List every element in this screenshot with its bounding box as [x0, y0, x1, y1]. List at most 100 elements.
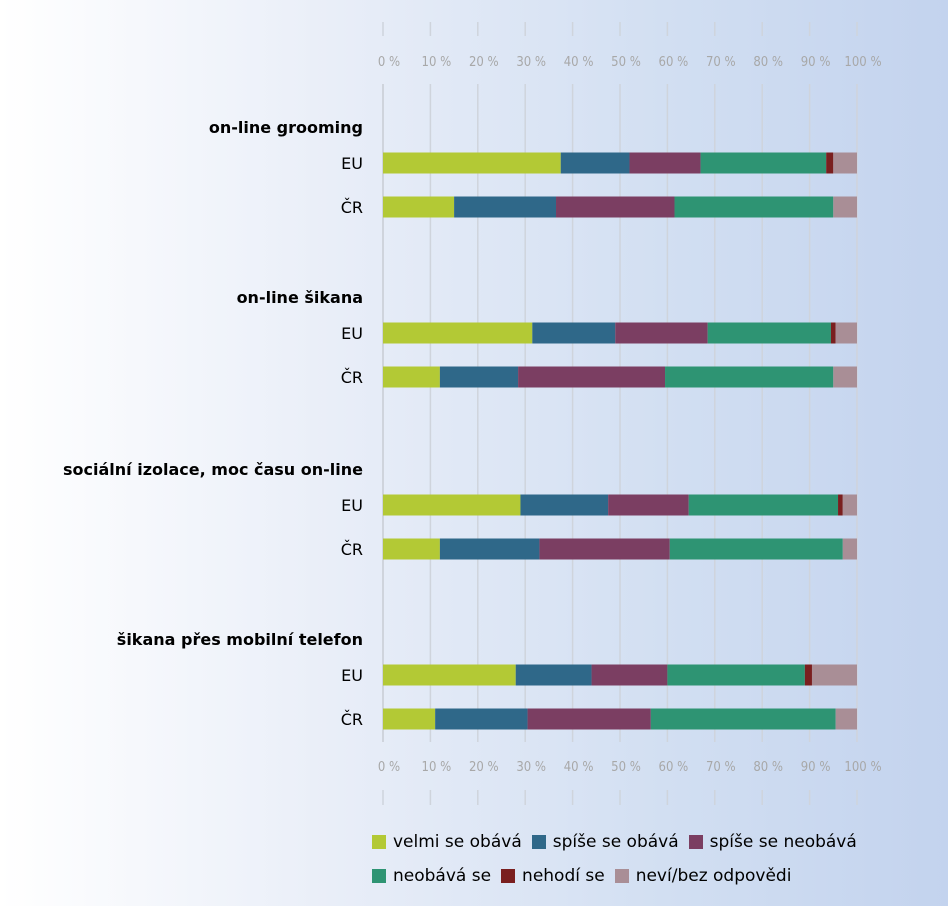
x-tick-label: 90 % — [801, 760, 831, 775]
bar-segment — [539, 538, 670, 560]
bar-segment — [520, 494, 609, 516]
bar-segment — [560, 152, 630, 174]
bar-segment — [700, 152, 827, 174]
legend-item: spíše se neobává — [688, 826, 857, 858]
legend-swatch — [372, 835, 386, 849]
legend-swatch — [614, 869, 629, 883]
row-label: EU — [341, 666, 363, 685]
bar-segment — [707, 322, 831, 344]
bar-segment — [435, 708, 528, 730]
legend-swatch — [501, 869, 516, 883]
bar-segment — [688, 494, 839, 516]
x-tick-label: 20 % — [469, 760, 499, 775]
row-label: ČR — [341, 540, 363, 559]
legend-item: neví/bez odpovědi — [614, 860, 792, 892]
x-tick-label: 10 % — [422, 760, 452, 775]
x-tick-label: 40 % — [564, 760, 594, 775]
legend-swatch — [372, 869, 386, 883]
bar-segment — [842, 538, 857, 560]
bar-segment — [629, 152, 701, 174]
row-label: ČR — [341, 710, 363, 729]
bar-segment — [383, 366, 440, 388]
bar-segment — [515, 664, 592, 686]
group-label: on-line šikana — [237, 288, 363, 307]
x-tick-label: 30 % — [516, 55, 546, 70]
bar-segment — [383, 664, 516, 686]
x-tick-label: 70 % — [706, 55, 736, 70]
bar-segment — [527, 708, 651, 730]
bar-segment — [669, 538, 843, 560]
x-tick-label: 10 % — [422, 55, 452, 70]
bar-segment — [833, 366, 857, 388]
legend-item: nehodí se — [501, 860, 605, 892]
stacked-bar-chart: 0 % 10 % 20 % 30 % 40 % 50 % 60 % 70 % 80 % 90 % 1… — [63, 22, 882, 805]
legend: velmi se obává spíše se obává spíše se neo… — [372, 826, 948, 894]
legend-label: velmi se obává — [393, 832, 522, 852]
x-tick-label: 80 % — [753, 55, 783, 70]
bar-segment — [518, 366, 666, 388]
x-tick-label: 80 % — [753, 760, 783, 775]
group-label: šikana přes mobilní telefon — [117, 630, 363, 649]
bar-segment — [383, 152, 561, 174]
bar-segment — [830, 322, 836, 344]
bar-segment — [667, 664, 805, 686]
x-tick-label: 60 % — [659, 760, 689, 775]
row-label: EU — [341, 154, 363, 173]
row-label: ČR — [341, 368, 363, 387]
legend-item: velmi se obává — [372, 826, 522, 858]
x-tick-label: 100 % — [844, 760, 881, 775]
bar-segment — [556, 196, 675, 218]
legend-label: spíše se neobává — [709, 832, 857, 852]
bar-segment — [835, 708, 857, 730]
legend-item: spíše se obává — [531, 826, 679, 858]
legend-swatch — [531, 835, 546, 849]
bar-segment — [383, 708, 436, 730]
x-tick-label: 50 % — [611, 760, 641, 775]
gridlines — [382, 22, 858, 805]
bar-segment — [826, 152, 834, 174]
x-tick-label: 60 % — [659, 55, 689, 70]
legend-label: neví/bez odpovědi — [635, 866, 792, 886]
x-tick-label: 70 % — [706, 760, 736, 775]
bar-segment — [608, 494, 689, 516]
group-label: on-line grooming — [209, 118, 363, 137]
bar-segment — [383, 322, 533, 344]
x-axis-top: 0 % 10 % 20 % 30 % 40 % 50 % 60 % 70 % 80 % 90 % 1… — [378, 55, 882, 70]
category-labels: on-line grooming EU ČR on-line šikana EU ČR so… — [63, 118, 363, 729]
x-tick-label: 20 % — [469, 55, 499, 70]
x-tick-label: 30 % — [516, 760, 546, 775]
bar-segment — [439, 538, 540, 560]
x-tick-label: 0 % — [378, 55, 400, 70]
x-tick-label: 0 % — [378, 760, 400, 775]
legend-label: neobává se — [393, 866, 492, 886]
x-axis-bottom: 0 % 10 % 20 % 30 % 40 % 50 % 60 % 70 % 80 % 90 % 1… — [378, 760, 882, 775]
row-label: EU — [341, 496, 363, 515]
group-label: sociální izolace, moc času on-line — [63, 460, 363, 479]
x-tick-label: 90 % — [801, 55, 831, 70]
x-tick-label: 50 % — [611, 55, 641, 70]
bar-segment — [454, 196, 557, 218]
bar-segment — [811, 664, 857, 686]
bar-segment — [383, 538, 440, 560]
bar-segment — [838, 494, 843, 516]
x-tick-label: 100 % — [844, 55, 881, 70]
bar-segment — [665, 366, 834, 388]
row-label: EU — [341, 324, 363, 343]
bar-segment — [439, 366, 519, 388]
bar-segment — [532, 322, 616, 344]
bar-segment — [804, 664, 812, 686]
bar-segment — [615, 322, 708, 344]
bar-segment — [383, 196, 455, 218]
bar-segment — [842, 494, 857, 516]
bar-segment — [835, 322, 857, 344]
row-label: ČR — [341, 198, 363, 217]
bar-segment — [833, 152, 857, 174]
bar-segment — [650, 708, 836, 730]
legend-label: spíše se obává — [552, 832, 679, 852]
bar-segment — [833, 196, 857, 218]
legend-label: nehodí se — [522, 866, 605, 886]
x-tick-label: 40 % — [564, 55, 594, 70]
bar-segment — [674, 196, 834, 218]
legend-swatch — [688, 835, 703, 849]
legend-item: neobává se — [372, 860, 491, 892]
